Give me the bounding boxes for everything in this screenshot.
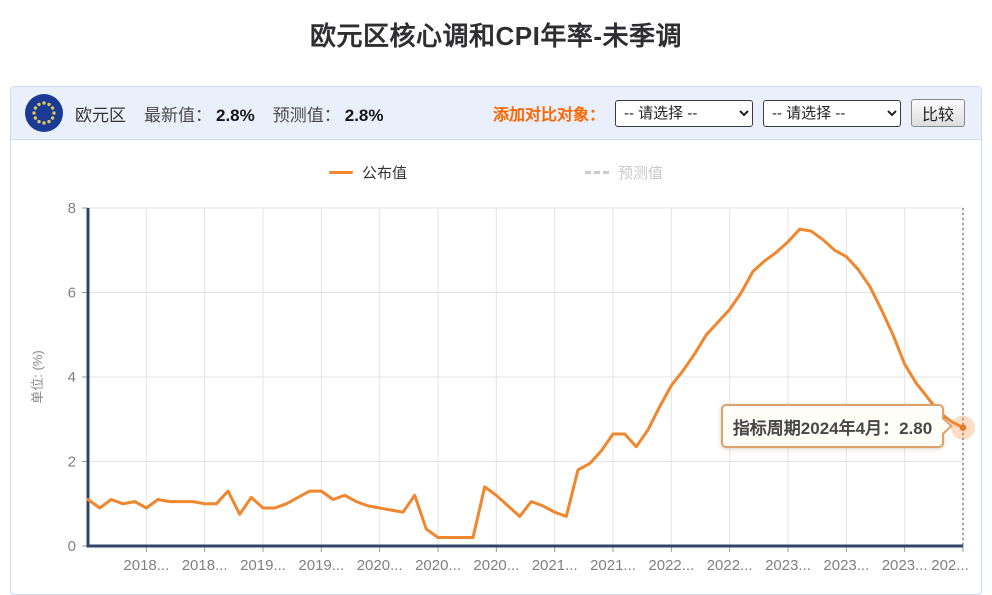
page-title: 欧元区核心调和CPI年率-未季调: [309, 21, 682, 51]
legend-item-forecast[interactable]: 预测值: [585, 162, 663, 183]
header-bar: 欧元区 最新值： 2.8% 预测值： 2.8% 添加对比对象： -- 请选择 -- …: [11, 87, 981, 140]
x-tick-label: 2023...: [765, 557, 811, 574]
latest-value-label: 最新值：: [144, 105, 212, 125]
published-value-line[interactable]: [86, 227, 965, 539]
x-tick-label: 2019...: [240, 557, 286, 574]
eu-flag-stars: [32, 101, 56, 125]
x-tick-label: 2021...: [532, 557, 578, 574]
chart-tooltip: 指标周期2024年4月：2.80: [721, 404, 953, 448]
x-tick-label: 2022...: [707, 557, 753, 574]
hovered-point[interactable]: [959, 424, 967, 431]
x-tick-label: 2020...: [415, 557, 461, 574]
x-tick-label: 2023...: [823, 557, 869, 574]
region-name: 欧元区: [75, 105, 126, 125]
x-tick-label: 2018...: [123, 557, 169, 574]
y-axis-unit-label: 单位: (%): [30, 350, 45, 403]
latest-value: 2.8%: [216, 105, 255, 125]
y-tick-label: 8: [68, 200, 76, 217]
x-tick-label: 2023...: [882, 557, 928, 574]
legend-published-label: 公布值: [361, 165, 407, 182]
compare-select-2[interactable]: -- 请选择 --: [763, 99, 901, 127]
x-tick-label: 2019...: [298, 557, 344, 574]
chart-legend: 公布值 预测值: [0, 162, 992, 183]
forecast-value-label: 预测值：: [272, 105, 341, 125]
forecast-value-stat: 预测值： 2.8%: [273, 101, 384, 126]
compare-controls: 添加对比对象： -- 请选择 -- -- 请选择 -- 比较: [493, 99, 965, 127]
x-tick-label: 2020...: [357, 557, 403, 574]
chart-tooltip-text: 指标周期2024年4月：2.80: [732, 418, 933, 438]
x-tick-label: 2020...: [473, 557, 519, 574]
forecast-dash-swatch: [585, 171, 609, 174]
y-tick-label: 4: [68, 369, 76, 386]
compare-button[interactable]: 比较: [911, 99, 965, 127]
x-tick-label: 202...: [931, 557, 969, 574]
legend-forecast-label: 预测值: [618, 165, 664, 182]
x-tick-label: 2022...: [648, 557, 694, 574]
forecast-value: 2.8%: [344, 105, 384, 125]
x-tick-label: 2021...: [590, 557, 636, 574]
x-tick-label: 2018...: [182, 557, 228, 574]
y-tick-label: 6: [68, 285, 76, 302]
y-tick-label: 2: [68, 454, 76, 471]
y-tick-label: 0: [68, 538, 76, 555]
legend-item-published[interactable]: 公布值: [328, 162, 407, 183]
eu-flag-icon: [25, 94, 63, 132]
published-line-swatch: [328, 171, 353, 174]
add-compare-label: 添加对比对象：: [492, 107, 605, 124]
latest-value-stat: 最新值： 2.8%: [144, 101, 255, 126]
compare-select-1[interactable]: -- 请选择 --: [615, 99, 753, 127]
